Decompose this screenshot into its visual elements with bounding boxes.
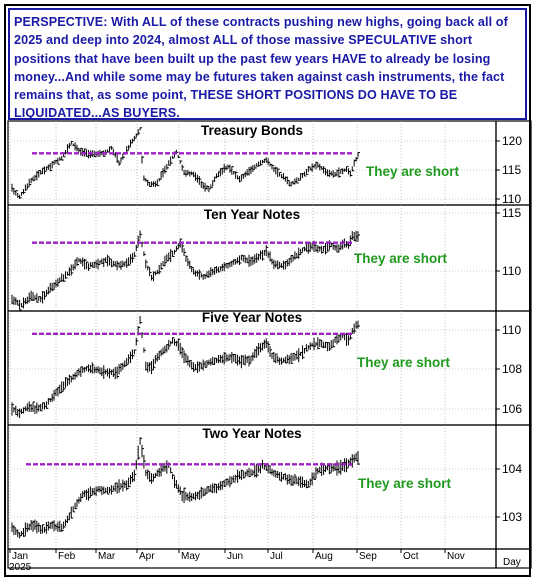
y-axis-box bbox=[495, 424, 532, 550]
month-label: May bbox=[181, 551, 200, 562]
y-tick-label: 103 bbox=[502, 510, 522, 524]
short-annotation: They are short bbox=[358, 476, 452, 491]
month-label: Feb bbox=[58, 551, 76, 562]
short-annotation: They are short bbox=[357, 355, 451, 370]
commentary-box: PERSPECTIVE: With ALL of these contracts… bbox=[8, 8, 527, 120]
y-tick-label: 110 bbox=[502, 264, 521, 278]
month-label: Jun bbox=[227, 551, 243, 562]
commentary-text: PERSPECTIVE: With ALL of these contracts… bbox=[14, 15, 508, 121]
short-annotation: They are short bbox=[354, 251, 448, 266]
panel-title: Five Year Notes bbox=[202, 310, 302, 325]
y-tick-label: 115 bbox=[502, 163, 521, 177]
y-tick-label: 108 bbox=[502, 362, 522, 376]
x-axis-corner bbox=[495, 548, 532, 569]
x-unit-label: Day bbox=[503, 557, 521, 568]
month-label: Nov bbox=[447, 551, 465, 562]
y-tick-label: 106 bbox=[502, 402, 522, 416]
y-tick-label: 115 bbox=[502, 206, 521, 220]
panel-title: Treasury Bonds bbox=[201, 123, 303, 138]
month-label: Oct bbox=[403, 551, 419, 562]
month-label: Mar bbox=[98, 551, 116, 562]
chart-frame: PERSPECTIVE: With ALL of these contracts… bbox=[4, 4, 531, 577]
x-axis-box bbox=[7, 548, 497, 569]
year-label: 2025 bbox=[9, 562, 32, 573]
panel-title: Ten Year Notes bbox=[204, 207, 300, 222]
month-label: Jan bbox=[12, 551, 28, 562]
y-tick-label: 110 bbox=[502, 192, 521, 206]
y-tick-label: 104 bbox=[502, 462, 522, 476]
y-tick-label: 110 bbox=[502, 323, 521, 337]
month-label: Sep bbox=[359, 551, 377, 562]
y-axis-box bbox=[495, 204, 532, 312]
month-label: Aug bbox=[315, 551, 333, 562]
panel-title: Two Year Notes bbox=[202, 426, 301, 441]
month-label: Jul bbox=[270, 551, 283, 562]
month-label: Apr bbox=[139, 551, 155, 562]
y-tick-label: 120 bbox=[502, 134, 522, 148]
short-annotation: They are short bbox=[366, 164, 460, 179]
